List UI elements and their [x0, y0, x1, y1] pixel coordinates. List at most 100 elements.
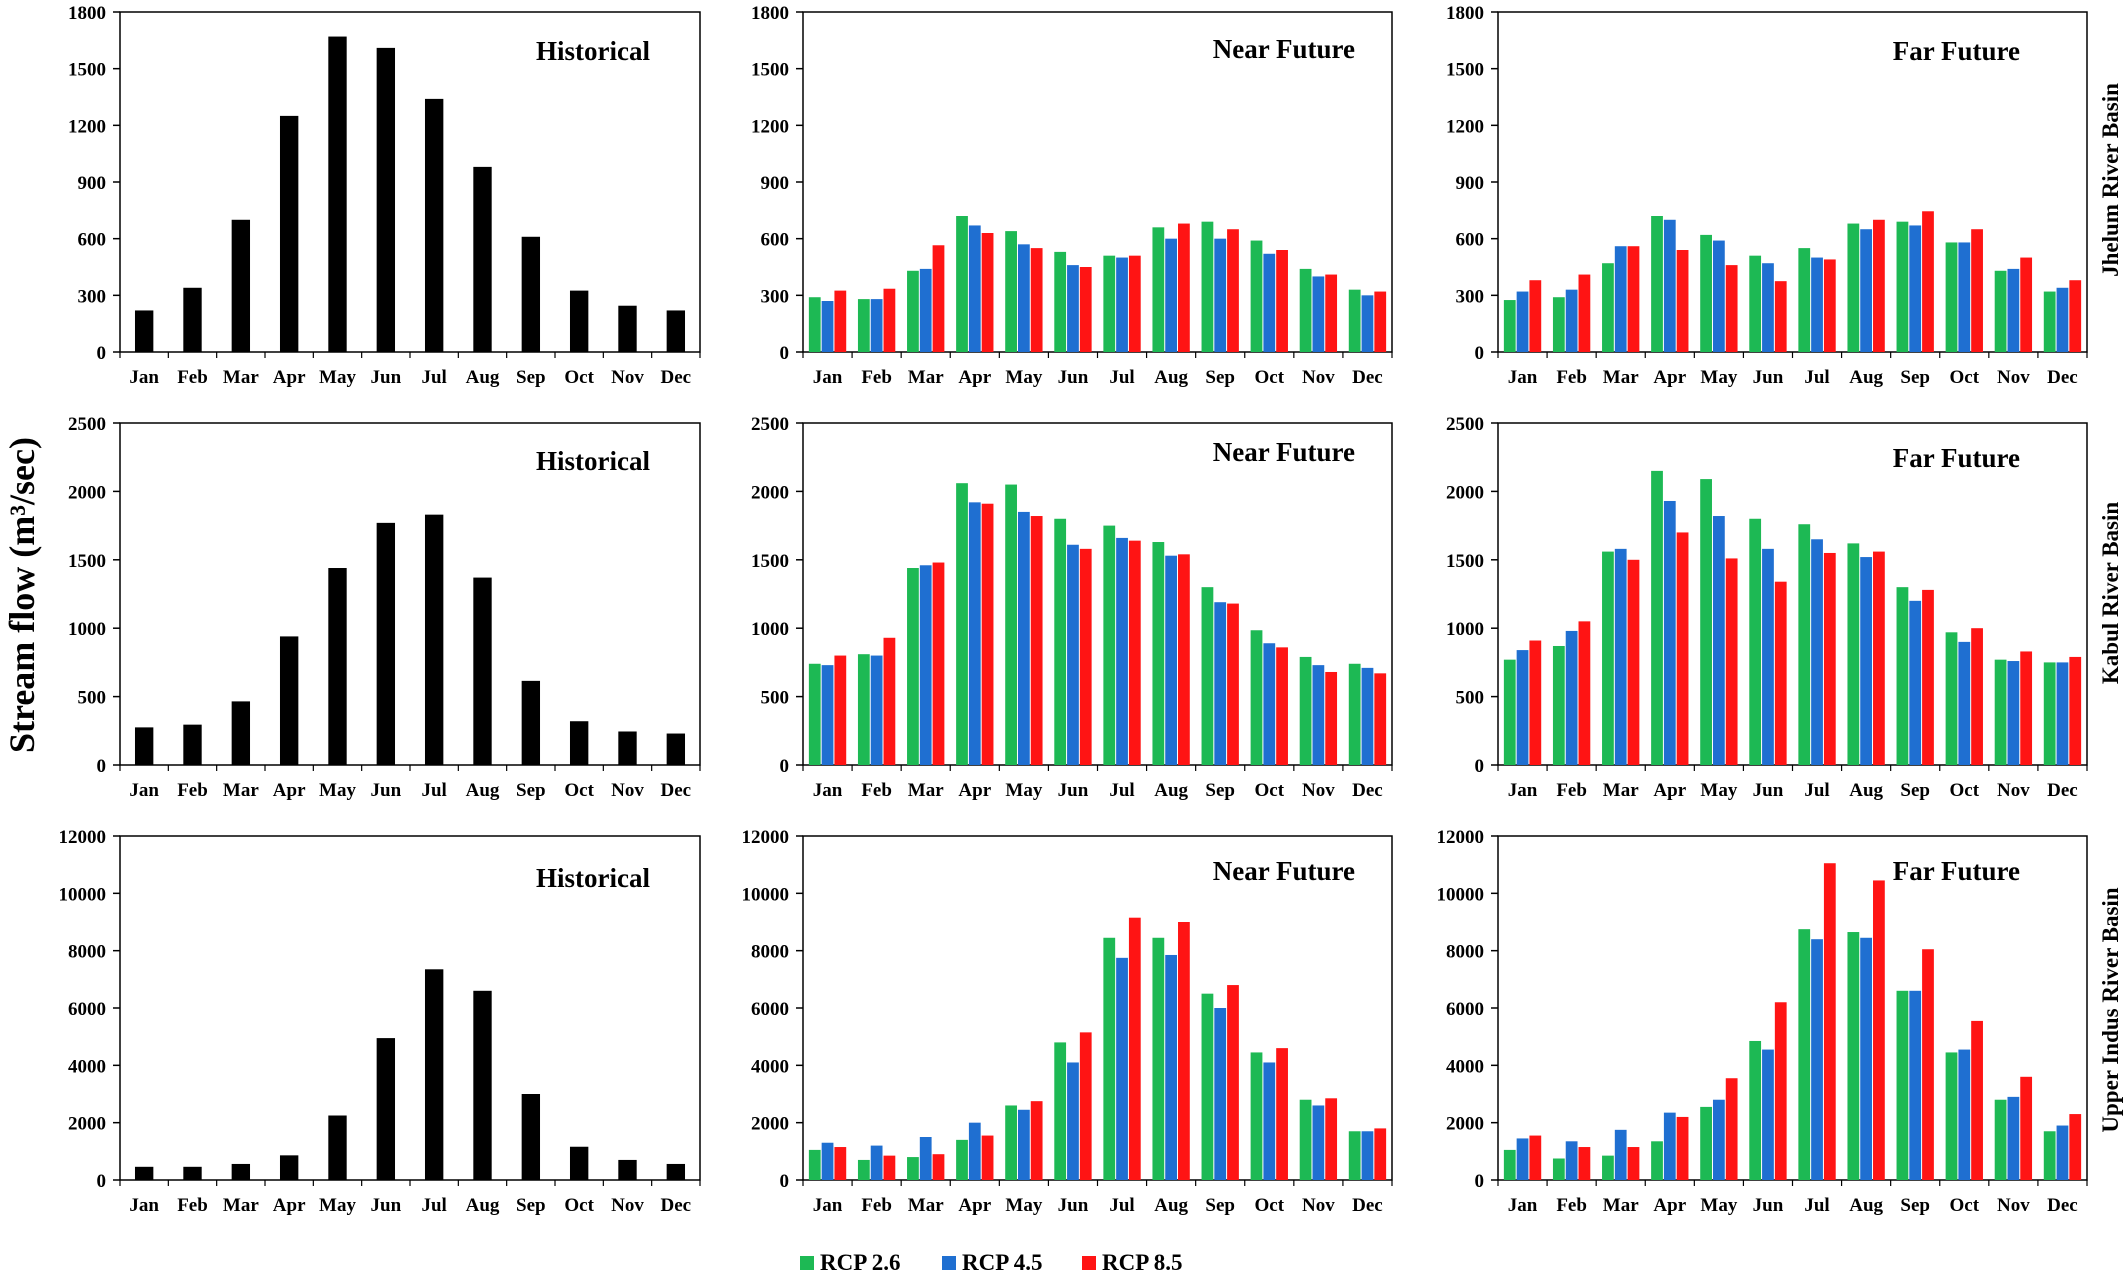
bar	[1749, 255, 1762, 352]
x-tick-label: Mar	[1603, 1195, 1639, 1216]
bar	[1325, 671, 1338, 765]
bar	[521, 236, 541, 352]
chart-panel-2-3: 0 500 1000 1500 2000 2500 Jan Feb Mar Apr May Jun Ju…	[1446, 414, 2088, 801]
bar	[1994, 659, 2007, 765]
row-label-kabul: Kabul River Basin	[2098, 502, 2123, 685]
bar	[1712, 240, 1725, 352]
x-tick-label: May	[319, 1195, 356, 1216]
bar	[857, 654, 870, 765]
y-tick-label: 0	[780, 1171, 790, 1192]
x-tick-label: Jun	[1058, 367, 1089, 388]
x-tick-label: Nov	[1997, 1195, 2030, 1216]
x-tick-label: Mar	[1603, 780, 1639, 801]
bar	[328, 36, 347, 353]
y-tick-label: 1000	[68, 619, 106, 640]
bar	[1299, 268, 1312, 352]
bar	[1152, 542, 1165, 765]
bar	[183, 287, 202, 352]
y-tick-label: 1500	[1446, 551, 1484, 572]
y-tick-label: 600	[761, 230, 790, 251]
x-tick-label: Feb	[177, 1195, 208, 1216]
bar	[1552, 645, 1565, 765]
bar	[1067, 265, 1079, 352]
y-tick-label: 0	[1475, 756, 1485, 777]
x-tick-label: Aug	[1849, 1195, 1883, 1216]
x-tick-label: Apr	[958, 367, 991, 388]
bar	[2020, 257, 2033, 352]
x-tick-label: Aug	[466, 780, 500, 801]
x-tick-label: Feb	[861, 367, 892, 388]
bar	[569, 290, 589, 352]
bar	[1348, 663, 1361, 765]
bar	[1165, 954, 1178, 1180]
bar	[1529, 640, 1542, 765]
bar	[907, 1157, 919, 1180]
x-tick-label: Feb	[861, 780, 892, 801]
bar	[932, 245, 945, 352]
x-tick-label: May	[319, 367, 356, 388]
bar	[2043, 291, 2056, 352]
bar	[1312, 276, 1325, 352]
bar	[1823, 259, 1836, 352]
bar	[1700, 479, 1712, 765]
bar	[1374, 291, 1387, 352]
bar	[1276, 250, 1288, 352]
bar	[521, 1094, 541, 1180]
x-tick-label: Jun	[371, 780, 402, 801]
x-tick-label: Oct	[1255, 1195, 1285, 1216]
legend: RCP 2.6 RCP 4.5 RCP 8.5	[800, 1250, 1183, 1275]
x-tick-label: Jul	[421, 780, 446, 801]
y-tick-label: 0	[97, 756, 107, 777]
bar	[1971, 229, 1983, 352]
bar	[1823, 552, 1836, 765]
bar	[1762, 263, 1774, 352]
bar	[1054, 518, 1067, 765]
bar	[821, 301, 834, 352]
y-tick-label: 4000	[1446, 1056, 1484, 1077]
bar	[134, 310, 154, 352]
x-tick-label: Jul	[1804, 367, 1829, 388]
bar	[870, 299, 883, 352]
x-tick-label: Mar	[223, 367, 259, 388]
y-tick-label: 1800	[68, 3, 106, 24]
bar	[183, 724, 202, 765]
bar	[1798, 248, 1811, 352]
bar	[1651, 216, 1663, 352]
bar	[981, 503, 994, 765]
bar	[1361, 1131, 1374, 1180]
x-tick-label: Jan	[129, 780, 159, 801]
bar	[1994, 270, 2007, 352]
bar	[1005, 231, 1017, 352]
y-tick-label: 0	[780, 343, 790, 364]
x-tick-label: Aug	[1849, 367, 1883, 388]
y-tick-label: 10000	[59, 884, 107, 905]
bar	[1529, 1135, 1542, 1180]
y-tick-label: 500	[1456, 688, 1485, 709]
bar	[1529, 280, 1542, 352]
x-tick-label: Jan	[129, 367, 159, 388]
bar	[1276, 647, 1288, 765]
bar	[821, 1142, 834, 1180]
x-tick-label: Nov	[1997, 780, 2030, 801]
x-tick-label: Aug	[1154, 367, 1188, 388]
bar	[1614, 246, 1627, 352]
x-tick-label: May	[1700, 780, 1737, 801]
bar	[1762, 548, 1774, 765]
bar	[1201, 587, 1214, 765]
x-tick-label: Jun	[1753, 1195, 1784, 1216]
chart-title: Historical	[536, 36, 650, 66]
chart-panel-3-2: 0 2000 4000 6000 8000 10000 12000 Jan Feb Mar Apr M…	[742, 827, 1393, 1216]
bar	[1250, 240, 1263, 352]
bar	[857, 1159, 870, 1180]
bar	[1227, 985, 1239, 1180]
x-tick-label: Oct	[564, 367, 594, 388]
bar	[618, 1159, 637, 1180]
bar	[376, 1038, 396, 1180]
bar	[1079, 548, 1092, 765]
x-tick-label: Dec	[661, 367, 692, 388]
bar	[834, 655, 847, 765]
y-tick-label: 300	[78, 286, 107, 307]
x-tick-label: Apr	[1653, 1195, 1686, 1216]
bar	[1116, 957, 1128, 1180]
